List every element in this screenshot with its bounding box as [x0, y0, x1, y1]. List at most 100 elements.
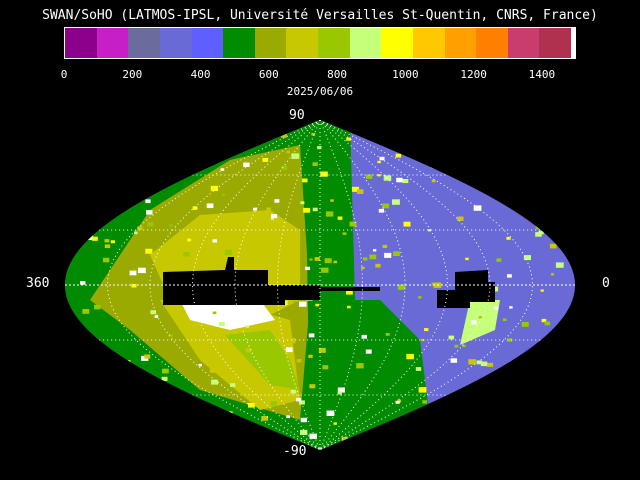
sky-speckle [162, 368, 169, 374]
sky-speckle [131, 283, 137, 288]
sky-speckle [536, 364, 540, 367]
sky-speckle [404, 418, 409, 421]
sky-speckle [296, 359, 302, 363]
sky-speckle [308, 354, 313, 358]
sky-speckle [168, 333, 173, 337]
colorbar-segment [381, 28, 413, 58]
sky-speckle [362, 257, 368, 261]
sky-speckle [183, 252, 190, 257]
colorbar-segment [128, 28, 160, 58]
graticule-meridian [276, 120, 321, 450]
sky-speckle [210, 427, 216, 432]
sky-speckle [326, 410, 335, 416]
colorbar-tick-label: 1000 [392, 68, 419, 81]
sky-speckle [266, 207, 271, 211]
colorbar-segment [318, 28, 350, 58]
sky-speckle [542, 162, 548, 167]
sky-speckle [430, 163, 438, 169]
sky-speckle [287, 337, 296, 344]
sky-speckle [549, 434, 554, 438]
sky-speckle [119, 174, 123, 178]
sky-speckle [104, 244, 111, 249]
sky-speckle [285, 347, 293, 353]
sky-speckle [208, 426, 211, 429]
colorbar-segment [349, 28, 382, 58]
sky-speckle [206, 203, 214, 209]
sky-speckle [161, 376, 168, 381]
colorbar-segment [286, 28, 318, 58]
sky-speckle [375, 263, 381, 268]
sky-speckle [126, 195, 134, 201]
sky-speckle [91, 177, 99, 183]
sky-speckle [300, 201, 305, 205]
sky-speckle [546, 155, 554, 161]
sky-speckle [457, 216, 464, 221]
sky-speckle [365, 174, 373, 179]
sky-speckle [378, 208, 384, 213]
sky-speckle [496, 258, 502, 262]
sky-speckle [219, 322, 225, 326]
axis-label-left: 360 [26, 276, 50, 291]
sky-speckle [377, 160, 381, 164]
sky-speckle [305, 266, 311, 271]
sky-speckle [252, 207, 258, 211]
sky-speckle [356, 363, 364, 369]
sky-speckle [176, 420, 183, 425]
sky-speckle [91, 236, 98, 241]
colorbar-tick-label: 0 [60, 68, 68, 81]
sky-speckle [502, 170, 507, 173]
sky-speckle [81, 433, 88, 438]
sky-speckle [247, 135, 252, 139]
sky-speckle [309, 258, 313, 261]
graticule-meridian [319, 120, 364, 450]
colorbar-segment [412, 28, 445, 58]
sky-speckle [188, 305, 195, 310]
colorbar-segment [65, 28, 97, 58]
sky-speckle [487, 139, 491, 142]
sky-speckle [302, 178, 308, 183]
sky-speckle [211, 379, 219, 385]
sky-speckle [459, 172, 464, 176]
sky-speckle [468, 359, 476, 365]
sky-speckle [274, 199, 280, 203]
sky-speckle [262, 158, 269, 162]
sky-speckle [382, 203, 390, 209]
sky-speckle [311, 132, 316, 136]
sky-speckle [462, 344, 466, 348]
sky-speckle [377, 174, 381, 177]
sky-speckle [154, 315, 159, 318]
sky-speckle [418, 134, 422, 138]
sky-speckle [547, 185, 552, 188]
sky-speckle [281, 165, 288, 170]
sky-speckle [516, 363, 521, 367]
sky-speckle [169, 224, 173, 227]
sky-speckle [470, 320, 477, 325]
sky-speckle [506, 236, 511, 240]
sky-speckle [209, 367, 218, 373]
graticule-meridian [191, 120, 321, 450]
sky-speckle [317, 146, 322, 150]
sky-speckle [477, 435, 485, 440]
graticule-meridian [319, 120, 449, 450]
sky-speckle [146, 210, 153, 215]
sky-speckle [369, 254, 377, 260]
sky-speckle [116, 164, 121, 167]
sky-speckle [245, 348, 252, 353]
colorbar-segment [159, 28, 192, 58]
sky-speckle [406, 353, 414, 360]
sky-speckle [544, 321, 550, 326]
sky-speckle [401, 130, 406, 134]
sky-speckle [170, 428, 175, 432]
sky-speckle [521, 322, 529, 327]
sky-speckle [523, 255, 531, 261]
sky-speckle [330, 199, 334, 202]
sky-speckle [243, 162, 250, 167]
sky-region-green-right [330, 300, 430, 450]
sky-speckle [145, 199, 151, 204]
sky-speckle [134, 231, 138, 235]
colorbar-segment [254, 28, 287, 58]
occulted-region-right [437, 270, 495, 308]
sky-speckle [507, 338, 513, 342]
sky-speckle [549, 243, 557, 249]
sky-speckle [89, 226, 96, 231]
